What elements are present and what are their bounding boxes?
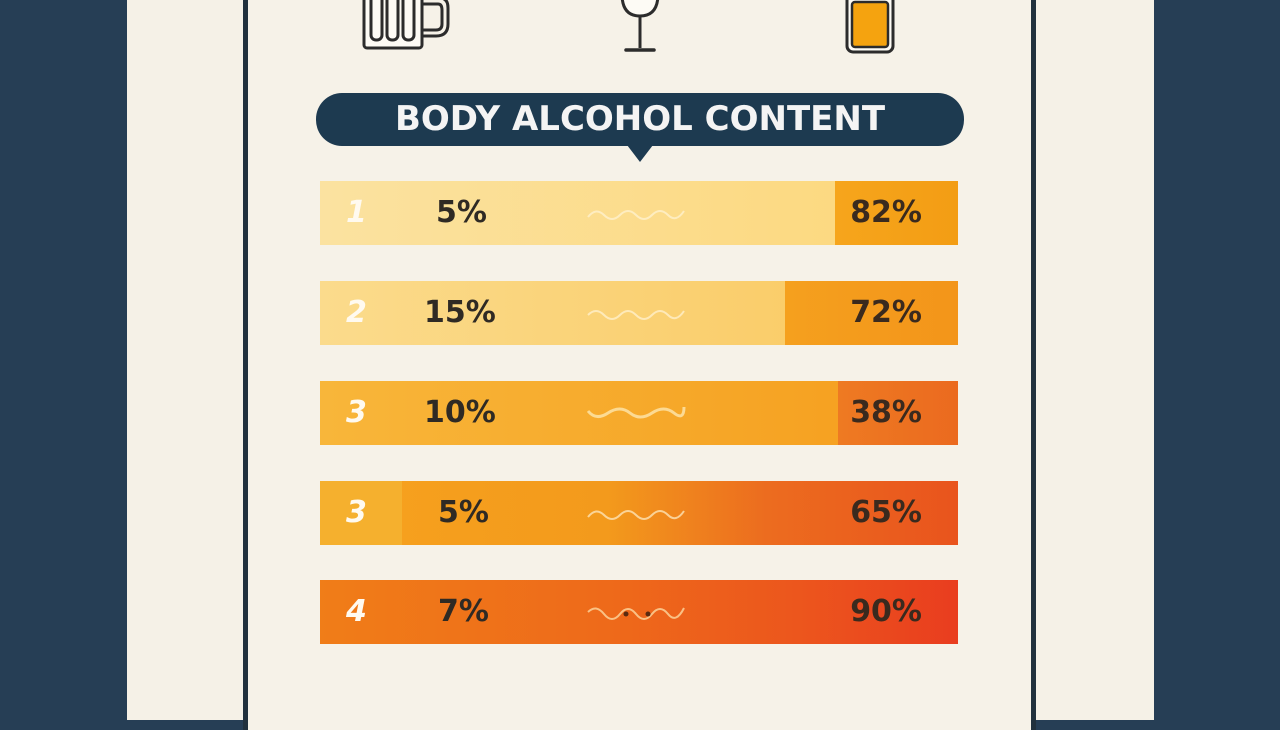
page-title: BODY ALCOHOL CONTENT bbox=[316, 93, 964, 146]
data-row: 1 5% 82% bbox=[320, 181, 958, 245]
row-left-value: 7% bbox=[438, 594, 489, 629]
row-right-value: 65% bbox=[850, 495, 922, 530]
wave-icon bbox=[587, 210, 685, 220]
row-start-segment bbox=[320, 481, 402, 545]
row-end-segment bbox=[785, 281, 958, 345]
row-background bbox=[320, 481, 958, 545]
row-right-value: 38% bbox=[850, 395, 922, 430]
row-index: 3 bbox=[346, 395, 367, 430]
wine-glass-icon bbox=[620, 0, 660, 52]
row-right-value: 72% bbox=[850, 295, 922, 330]
data-row: 2 15% 72% bbox=[320, 281, 958, 345]
row-left-value: 15% bbox=[424, 295, 496, 330]
row-right-value: 82% bbox=[850, 195, 922, 230]
beer-mug-icon bbox=[362, 0, 450, 50]
row-index: 3 bbox=[346, 495, 367, 530]
row-index: 1 bbox=[346, 195, 367, 230]
row-left-value: 10% bbox=[424, 395, 496, 430]
row-index: 2 bbox=[346, 295, 367, 330]
wave-icon bbox=[586, 406, 686, 419]
beer-glass-icon bbox=[845, 0, 895, 54]
wave-icon bbox=[587, 510, 685, 520]
data-row: 3 5% 65% bbox=[320, 481, 958, 545]
title-pointer bbox=[627, 145, 653, 162]
row-left-value: 5% bbox=[436, 195, 487, 230]
row-background bbox=[320, 580, 958, 644]
data-row: 3 10% 38% bbox=[320, 381, 958, 445]
wave-icon bbox=[587, 607, 685, 620]
data-row: 4 7% 90% bbox=[320, 580, 958, 644]
row-right-value: 90% bbox=[850, 594, 922, 629]
row-end-segment bbox=[838, 381, 958, 445]
row-index: 4 bbox=[346, 594, 367, 629]
row-end-segment bbox=[835, 181, 958, 245]
row-left-value: 5% bbox=[438, 495, 489, 530]
wave-icon bbox=[587, 310, 685, 320]
